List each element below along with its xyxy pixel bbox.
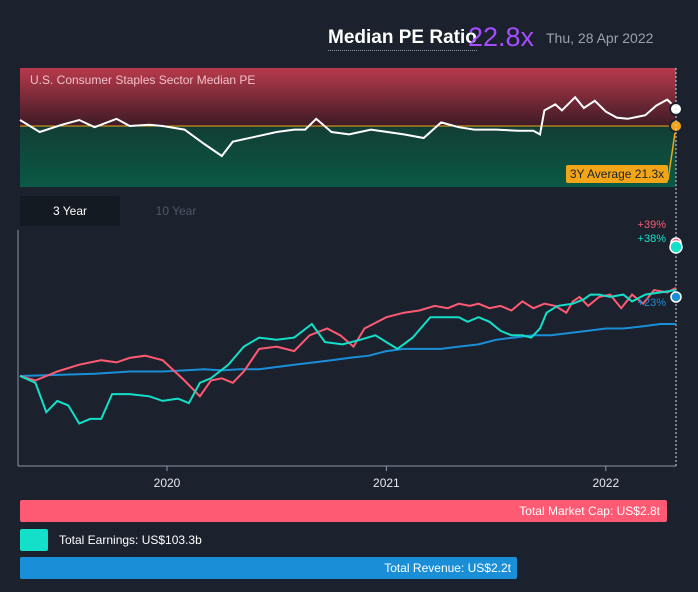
x-tick-label: 2020 <box>154 476 181 490</box>
average-label: 3Y Average 21.3x <box>570 167 664 181</box>
x-tick-label: 2022 <box>592 476 619 490</box>
earnings-line <box>19 289 677 425</box>
pe-series-line <box>19 95 677 158</box>
market-cap-bar[interactable] <box>20 500 667 522</box>
revenue-bar[interactable] <box>20 557 517 579</box>
pe-value: 22.8x <box>468 22 535 52</box>
revenue-end-dot <box>670 291 682 303</box>
chart-title[interactable]: Median PE Ratio <box>328 27 477 51</box>
sector-label: U.S. Consumer Staples Sector Median PE <box>30 73 255 87</box>
chart-svg: U.S. Consumer Staples Sector Median PE 3… <box>17 68 683 490</box>
earnings-end-dot <box>669 240 683 254</box>
x-tick-label: 2021 <box>373 476 400 490</box>
average-badge <box>566 165 668 183</box>
average-marker-line <box>667 125 677 181</box>
pe-band-above-average <box>20 68 676 126</box>
earnings-bar[interactable] <box>20 529 48 551</box>
revenue-line <box>19 323 676 377</box>
tab-10-year[interactable]: 10 Year <box>155 204 197 218</box>
revenue-change-label: +23% <box>638 297 667 309</box>
tab-3-year[interactable]: 3 Year <box>20 196 120 226</box>
market-cap-label: Total Market Cap: US$2.8t <box>519 504 660 518</box>
earnings-label: Total Earnings: US$103.3b <box>59 533 202 547</box>
date-label: Thu, 28 Apr 2022 <box>546 30 654 46</box>
market-cap-change-label: +39% <box>638 219 667 231</box>
earnings-change-label: +38% <box>638 233 667 245</box>
market-cap-line <box>19 287 677 398</box>
revenue-label: Total Revenue: US$2.2t <box>384 561 511 575</box>
